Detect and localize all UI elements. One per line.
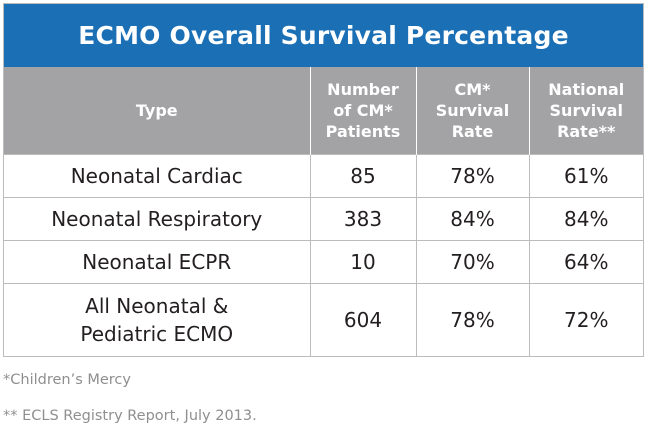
table-row: All Neonatal & Pediatric ECMO 604 78% 72… — [4, 283, 643, 356]
table-row: Neonatal Respiratory 383 84% 84% — [4, 197, 643, 241]
cell-cm-rate: 84% — [415, 197, 529, 241]
cell-national-rate: 72% — [528, 283, 643, 356]
cell-patients: 604 — [309, 283, 416, 356]
header-cm-rate: CM* Survival Rate — [415, 67, 529, 155]
cell-national-rate: 84% — [528, 197, 643, 241]
cell-cm-rate: 70% — [415, 240, 529, 284]
cell-national-rate: 61% — [528, 154, 643, 198]
table-title: ECMO Overall Survival Percentage — [4, 4, 643, 67]
table-row: Neonatal ECPR 10 70% 64% — [4, 240, 643, 284]
header-patients: Number of CM* Patients — [309, 67, 416, 155]
cell-patients: 383 — [309, 197, 416, 241]
cell-type: All Neonatal & Pediatric ECMO — [4, 283, 310, 356]
footnote-ecls-registry: ** ECLS Registry Report, July 2013. — [3, 408, 257, 424]
footnote-childrens-mercy: *Children’s Mercy — [3, 372, 131, 388]
table-row: Neonatal Cardiac 85 78% 61% — [4, 154, 643, 198]
survival-table: ECMO Overall Survival Percentage Type Nu… — [3, 3, 644, 357]
header-row: Type Number of CM* Patients CM* Survival… — [4, 67, 643, 155]
cell-type: Neonatal ECPR — [4, 240, 310, 284]
cell-type: Neonatal Cardiac — [4, 154, 310, 198]
survival-data-table: Type Number of CM* Patients CM* Survival… — [4, 67, 643, 356]
header-national-rate: National Survival Rate** — [528, 67, 643, 155]
cell-patients: 85 — [309, 154, 416, 198]
cell-national-rate: 64% — [528, 240, 643, 284]
cell-patients: 10 — [309, 240, 416, 284]
cell-cm-rate: 78% — [415, 154, 529, 198]
header-type: Type — [4, 67, 310, 155]
cell-type: Neonatal Respiratory — [4, 197, 310, 241]
cell-cm-rate: 78% — [415, 283, 529, 356]
